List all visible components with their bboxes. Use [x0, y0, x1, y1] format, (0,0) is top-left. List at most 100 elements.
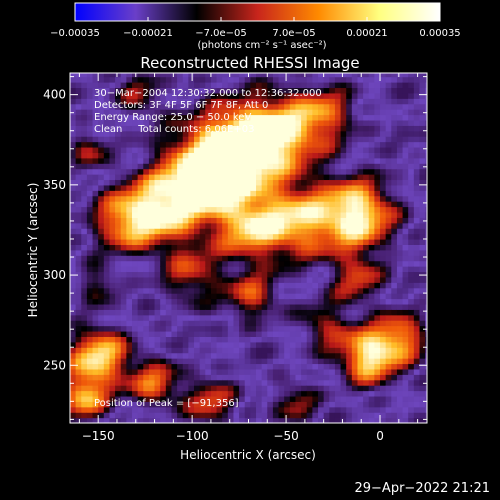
heatmap-cell — [357, 73, 364, 78]
heatmap-cell — [267, 136, 274, 143]
heatmap-cell — [233, 260, 240, 267]
heatmap-cell — [256, 412, 263, 419]
heatmap-cell — [385, 168, 392, 175]
heatmap-cell — [160, 303, 167, 310]
heatmap-cell — [86, 352, 94, 359]
heatmap-cell — [75, 228, 82, 235]
heatmap-cell — [256, 260, 263, 267]
heatmap-cell — [126, 336, 133, 343]
heatmap-cell — [295, 157, 302, 164]
heatmap-cell — [171, 390, 178, 397]
heatmap-cell — [385, 238, 392, 245]
heatmap-cell — [143, 401, 150, 408]
heatmap-cell — [222, 282, 229, 289]
heatmap-cell — [109, 119, 116, 126]
heatmap-cell — [154, 217, 161, 224]
heatmap-cell — [284, 374, 291, 381]
heatmap-cell — [115, 282, 122, 289]
heatmap-cell — [261, 385, 268, 392]
heatmap-cell — [329, 249, 336, 256]
heatmap-cell — [194, 125, 201, 132]
heatmap-cell — [408, 195, 415, 202]
heatmap-cell — [374, 358, 381, 365]
heatmap-cell — [165, 195, 173, 202]
heatmap-cell — [137, 195, 144, 202]
heatmap-cell — [351, 363, 359, 370]
heatmap-cell — [120, 314, 127, 321]
heatmap-cell — [312, 92, 319, 99]
heatmap-cell — [210, 325, 218, 332]
heatmap-cell — [385, 136, 392, 143]
heatmap-cell — [318, 266, 325, 273]
heatmap-cell — [295, 347, 302, 354]
heatmap-cell — [177, 211, 184, 218]
heatmap-cell — [86, 157, 94, 164]
heatmap-cell — [205, 228, 212, 235]
heatmap-cell — [222, 368, 229, 375]
heatmap-cell — [267, 168, 274, 175]
heatmap-cell — [148, 363, 156, 370]
heatmap-cell — [177, 276, 184, 283]
heatmap-cell — [346, 98, 353, 105]
heatmap-cell — [239, 82, 246, 89]
heatmap-cell — [256, 309, 263, 316]
heatmap-cell — [165, 103, 173, 110]
heatmap-cell — [109, 363, 116, 370]
heatmap-cell — [402, 119, 409, 126]
heatmap-cell — [408, 98, 415, 105]
heatmap-cell — [199, 390, 206, 397]
heatmap-cell — [154, 136, 161, 143]
heatmap-cell — [323, 130, 330, 137]
heatmap-cell — [301, 298, 308, 305]
heatmap-cell — [188, 211, 195, 218]
heatmap-cell — [194, 314, 201, 321]
heatmap-cell — [194, 163, 201, 170]
heatmap-cell — [380, 82, 387, 89]
heatmap-cell — [143, 347, 150, 354]
heatmap-cell — [143, 152, 150, 159]
heatmap-cell — [216, 363, 223, 370]
heatmap-cell — [70, 276, 77, 283]
heatmap-cell — [408, 330, 415, 337]
heatmap-cell — [227, 320, 235, 327]
heatmap-cell — [250, 336, 257, 343]
heatmap-cell — [205, 195, 212, 202]
heatmap-cell — [278, 222, 285, 229]
heatmap-cell — [380, 282, 387, 289]
heatmap-cell — [75, 103, 82, 110]
heatmap-cell — [216, 76, 223, 83]
heatmap-cell — [188, 341, 195, 348]
heatmap-cell — [103, 341, 111, 348]
heatmap-cell — [301, 125, 308, 132]
heatmap-cell — [306, 347, 313, 354]
heatmap-cell — [380, 103, 387, 110]
heatmap-cell — [284, 184, 291, 191]
heatmap-cell — [340, 298, 347, 305]
heatmap-cell — [103, 211, 111, 218]
heatmap-cell — [143, 298, 150, 305]
heatmap-cell — [199, 76, 206, 83]
heatmap-cell — [267, 293, 274, 300]
heatmap-cell — [278, 320, 285, 327]
heatmap-cell — [323, 174, 330, 181]
heatmap-cell — [216, 233, 223, 240]
heatmap-cell — [103, 244, 111, 251]
heatmap-cell — [115, 136, 122, 143]
heatmap-cell — [177, 287, 184, 294]
heatmap-cell — [244, 163, 251, 170]
heatmap-cell — [92, 146, 99, 153]
heatmap-cell — [75, 347, 82, 354]
heatmap-cell — [413, 336, 421, 343]
heatmap-cell — [363, 390, 370, 397]
heatmap-cell — [357, 276, 364, 283]
heatmap-cell — [278, 146, 285, 153]
heatmap-cell — [368, 358, 375, 365]
heatmap-cell — [413, 238, 421, 245]
heatmap-cell — [368, 368, 375, 375]
heatmap-cell — [323, 125, 330, 132]
heatmap-cell — [233, 341, 240, 348]
heatmap-cell — [165, 336, 173, 343]
heatmap-cell — [329, 341, 336, 348]
heatmap-cell — [227, 363, 235, 370]
heatmap-cell — [222, 76, 229, 83]
